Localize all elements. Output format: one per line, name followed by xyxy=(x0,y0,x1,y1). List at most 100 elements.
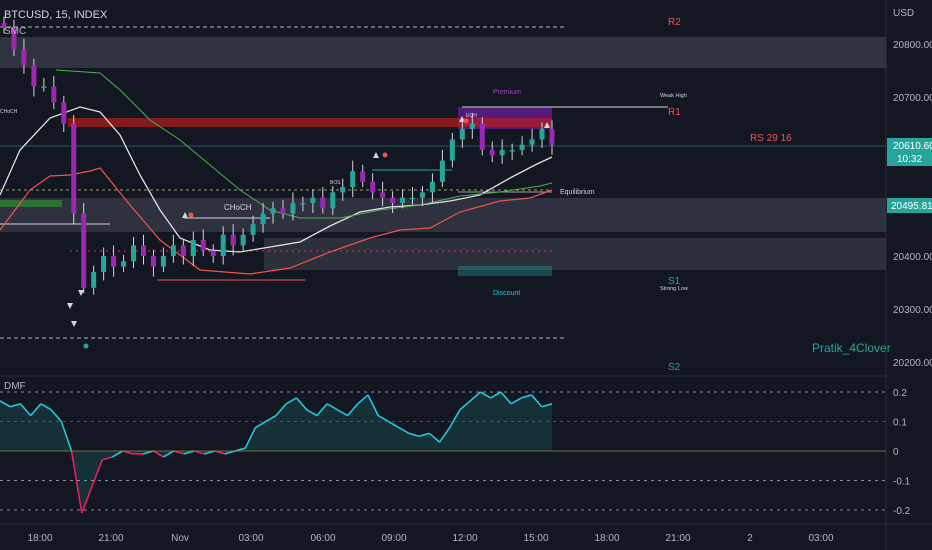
dmf-segment xyxy=(81,486,93,514)
candle-body xyxy=(479,123,485,150)
indicator-label-dmf[interactable]: DMF xyxy=(4,381,26,392)
candle-body xyxy=(81,213,87,288)
label-strong-low: Strong Low xyxy=(660,286,688,292)
candle-body xyxy=(310,197,316,203)
candle-body xyxy=(21,49,27,66)
dmf-segment xyxy=(357,394,369,405)
candle-body xyxy=(230,234,236,246)
marker-up xyxy=(182,212,188,218)
order-block-bullish xyxy=(0,200,62,207)
candle-body xyxy=(210,250,216,256)
candle-body xyxy=(330,192,336,209)
candle-body xyxy=(220,234,226,256)
dmf-segment xyxy=(244,427,257,449)
dmf-tick-label: -0.1 xyxy=(893,477,911,488)
candle-body xyxy=(429,181,435,193)
candle-body xyxy=(71,123,77,214)
candle-body xyxy=(200,240,206,251)
dmf-segment xyxy=(142,450,154,455)
candle-body xyxy=(350,171,356,188)
dmf-tick-label: 0.2 xyxy=(893,388,907,399)
candle-body xyxy=(250,224,256,235)
ma-red xyxy=(0,167,553,275)
last-price-badge xyxy=(887,138,932,166)
candle-body xyxy=(121,261,127,267)
candle-body xyxy=(529,139,535,145)
dmf-segment xyxy=(295,397,308,411)
dmf-segment xyxy=(346,403,359,417)
candle-body xyxy=(400,197,406,203)
label-bos: BOS xyxy=(330,180,341,186)
candle-body xyxy=(101,256,107,272)
label-weak-high: Weak High xyxy=(660,93,687,99)
label-s1: S1 xyxy=(668,276,681,287)
dmf-segment xyxy=(541,403,553,408)
dmf-segment xyxy=(530,394,543,408)
candle-body xyxy=(410,197,416,200)
indicator-label-smc[interactable]: SMC xyxy=(4,26,26,37)
countdown-value: 10:32 xyxy=(897,154,922,165)
dmf-segment xyxy=(367,394,379,416)
candle-body xyxy=(111,256,117,267)
marker-up xyxy=(459,116,465,122)
dmf-segment xyxy=(152,450,164,458)
candle-body xyxy=(170,245,176,256)
dmf-segment xyxy=(469,391,481,402)
price-tick-label: 20200.00 xyxy=(893,358,932,369)
candle-body xyxy=(519,144,525,150)
candle-body xyxy=(61,102,67,124)
ma-price-badge xyxy=(887,198,932,213)
dmf-segment xyxy=(521,394,532,399)
label-eqh: EQH xyxy=(466,113,477,119)
marker-up xyxy=(373,152,379,158)
candle-body xyxy=(439,160,445,182)
label-choch: CHoCH xyxy=(224,203,252,212)
marker-down xyxy=(78,290,84,296)
candle-body xyxy=(539,128,545,140)
candle-body xyxy=(360,171,366,182)
dmf-segment xyxy=(10,403,21,408)
zone-equilibrium xyxy=(0,198,886,232)
dmf-segment xyxy=(275,403,287,417)
price-tick-label: 20800.00 xyxy=(893,40,932,51)
dmf-segment xyxy=(0,400,11,408)
dmf-tick-label: 0.1 xyxy=(893,418,907,429)
candle-body xyxy=(489,150,495,156)
dmf-segment xyxy=(490,391,502,399)
dmf-segment xyxy=(336,409,348,417)
dmf-segment xyxy=(326,403,338,411)
dmf-segment xyxy=(204,450,215,455)
dmf-tick-label: -0.2 xyxy=(893,506,911,517)
marker-up xyxy=(544,122,550,128)
candle-body xyxy=(380,192,386,198)
candle-body xyxy=(131,245,137,262)
dmf-segment xyxy=(306,409,318,417)
candle-body xyxy=(449,139,455,161)
dmf-segment xyxy=(91,459,103,487)
candle-body xyxy=(459,128,465,140)
dmf-axis[interactable]: 0.2 0.1 0 -0.1 -0.2 xyxy=(0,388,911,517)
candle-body xyxy=(419,192,425,198)
dmf-segment xyxy=(428,432,441,443)
candle-body xyxy=(160,256,166,267)
dmf-segment xyxy=(418,432,430,438)
dmf-segment xyxy=(50,409,62,423)
dmf-segment xyxy=(500,391,512,405)
candlesticks xyxy=(1,16,555,295)
symbol-title[interactable]: BTCUSD, 15, INDEX xyxy=(4,9,108,21)
candle-body xyxy=(260,213,266,225)
candle-body xyxy=(11,28,17,50)
candle-body xyxy=(270,208,276,214)
time-axis[interactable]: 18:00 21:00 Nov 03:00 06:00 09:00 12:00 15:00 18… xyxy=(27,533,833,544)
dmf-segment xyxy=(40,403,52,411)
candle-body xyxy=(390,197,396,203)
marker-dot-green xyxy=(83,343,89,349)
dmf-segment xyxy=(449,409,461,428)
price-tick-label: 20300.00 xyxy=(893,305,932,316)
label-s2: S2 xyxy=(668,362,681,373)
candle-body xyxy=(469,123,475,129)
dmf-segment xyxy=(122,450,134,455)
dmf-segment xyxy=(316,403,328,417)
